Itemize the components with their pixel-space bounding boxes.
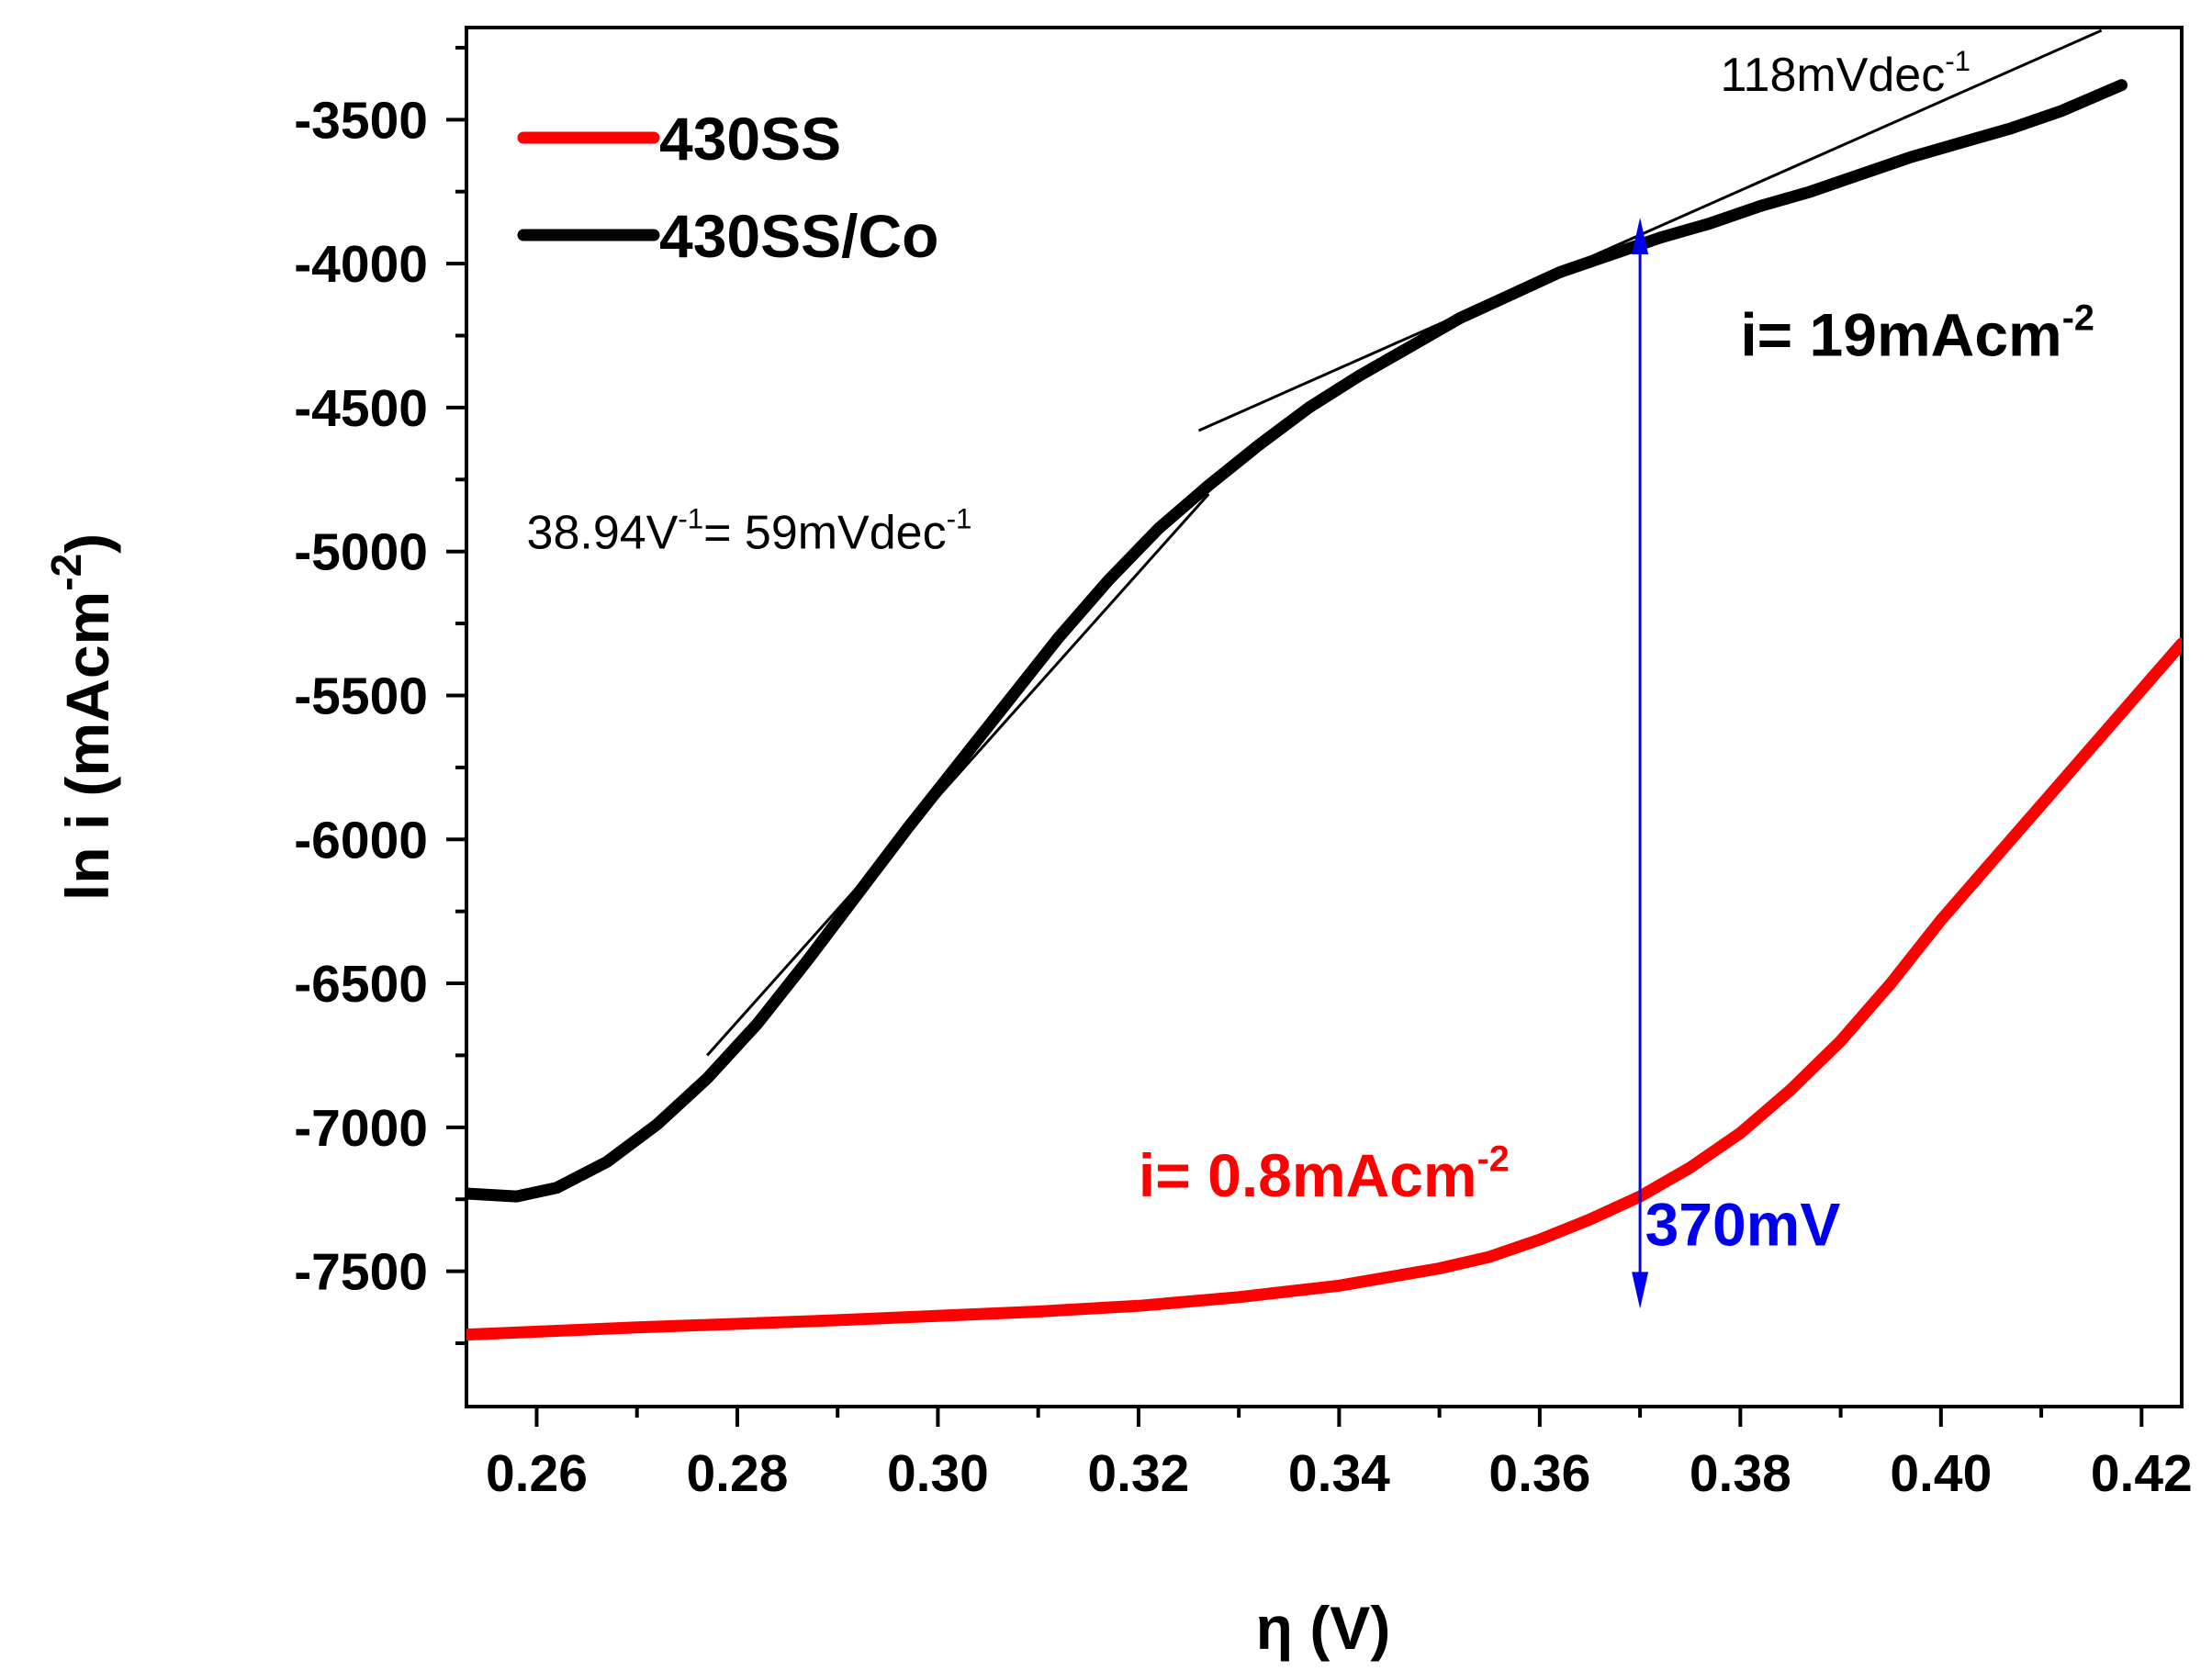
arrow-head-down	[1632, 1272, 1649, 1309]
y-axis-title: ln i (mAcm-2)	[42, 533, 121, 901]
text-part: 370mV	[1645, 1190, 1841, 1258]
slope-low-label: 38.94V-1= 59mVdec-1	[527, 503, 972, 560]
text-part: 118mVdec	[1720, 49, 1945, 102]
y-tick-label: -4500	[294, 379, 428, 438]
text-part: i= 19mAcm	[1740, 300, 2061, 368]
fit-lines	[706, 28, 2103, 1057]
superscript: -1	[678, 503, 703, 535]
y-tick-label: -7500	[294, 1243, 428, 1302]
y-tick-label: -7000	[294, 1099, 428, 1158]
series-line-430ss	[466, 637, 2182, 1341]
superscript: -1	[1945, 45, 1971, 77]
x-tick-label: 0.30	[887, 1444, 989, 1503]
marker-layer	[1632, 217, 1649, 1309]
x-tick-label: 0.36	[1488, 1444, 1590, 1503]
x-tick-label: 0.34	[1288, 1444, 1390, 1503]
y-tick-label: -5500	[294, 667, 428, 725]
legend: 430SS 430SS/Co	[517, 105, 938, 270]
y-axis-title-superscript: -2	[42, 554, 90, 591]
superscript: -2	[1477, 1138, 1510, 1179]
legend-label: 430SS/Co	[659, 202, 938, 270]
y-tick-label: -3500	[294, 91, 428, 150]
overpotential-label: 370mV	[1645, 1190, 1841, 1258]
text-part: 38.94V	[527, 507, 679, 560]
tafel-fit-low	[706, 492, 1210, 1057]
y-axis-title-part: ln i (mAcm	[53, 591, 121, 901]
arrow-head-up	[1632, 217, 1649, 254]
y-tick-label: -6500	[294, 955, 428, 1014]
slope-high-label: 118mVdec-1	[1720, 45, 1970, 102]
current-bare-label: i= 0.8mAcm-2	[1139, 1138, 1510, 1209]
x-axis-ticks: 0.26 0.28 0.30 0.32 0.34 0.36 0.38 0.40 0.42	[486, 1407, 2193, 1503]
y-axis-title-part: )	[53, 533, 121, 554]
x-tick-label: 0.26	[486, 1444, 588, 1503]
x-axis-title: η (V)	[1256, 1594, 1391, 1662]
text-part: i= 0.8mAcm	[1139, 1141, 1477, 1209]
text-part: = 59mVdec	[703, 507, 947, 560]
x-tick-label: 0.40	[1890, 1444, 1992, 1503]
plot-frame	[465, 26, 2184, 1408]
y-tick-label: -6000	[294, 811, 428, 869]
x-tick-label: 0.42	[2091, 1444, 2193, 1503]
y-axis-ticks: -7500 -7000 -6500 -6000 -5500 -5000 -4500 -4000…	[294, 45, 466, 1346]
series-line-430ss-co	[466, 79, 2128, 1203]
superscript: -2	[2062, 298, 2094, 339]
y-tick-label: -5000	[294, 523, 428, 582]
current-coated-label: i= 19mAcm-2	[1740, 298, 2094, 369]
y-tick-label: -4000	[294, 235, 428, 294]
annotations: 118mVdec-138.94V-1= 59mVdec-1i= 19mAcm-2…	[527, 45, 2094, 1258]
x-tick-label: 0.28	[686, 1444, 788, 1503]
x-tick-label: 0.32	[1087, 1444, 1189, 1503]
superscript: -1	[947, 503, 972, 535]
x-tick-label: 0.38	[1690, 1444, 1791, 1503]
legend-label: 430SS	[659, 105, 841, 173]
tafel-fit-high	[1197, 28, 2103, 432]
